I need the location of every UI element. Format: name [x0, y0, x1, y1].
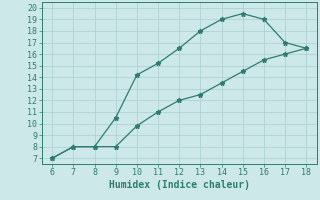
X-axis label: Humidex (Indice chaleur): Humidex (Indice chaleur) [109, 180, 250, 190]
